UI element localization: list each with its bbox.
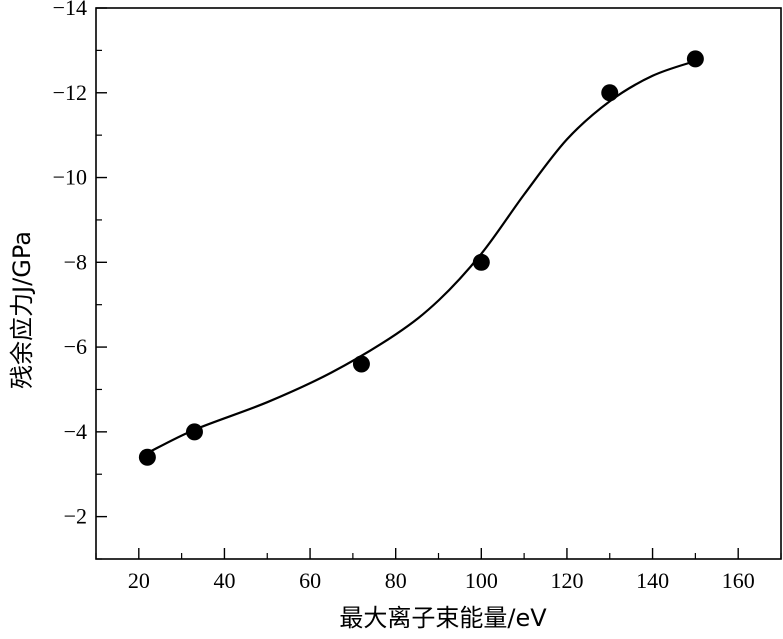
fit-curve: [146, 59, 696, 454]
data-point: [601, 84, 619, 102]
x-ticks: 20 40 60 80 100 120 140 160: [95, 548, 782, 593]
y-ticks: −2 −4 −6 −8 −10 −12 −14: [53, 0, 107, 560]
y-tick-label: −8: [64, 249, 87, 274]
plot-area: 20 40 60 80 100 120 140 160 −2 −4 −6 −8 −10 −12 −14: [53, 0, 782, 593]
plot-frame: [95, 7, 782, 560]
data-point: [472, 253, 490, 271]
y-tick-label: −2: [64, 504, 87, 529]
y-tick-label: −12: [53, 80, 87, 105]
x-tick-label: 100: [465, 568, 498, 593]
data-point: [185, 423, 203, 441]
y-tick-label: −10: [53, 165, 87, 190]
y-axis-title: 残余应力J/GPa: [8, 231, 36, 389]
x-axis-title: 最大离子束能量/eV: [339, 604, 547, 632]
x-tick-label: 160: [722, 568, 755, 593]
x-tick-label: 60: [299, 568, 321, 593]
data-point: [352, 355, 370, 373]
y-tick-label: −6: [64, 334, 87, 359]
x-tick-label: 140: [636, 568, 669, 593]
y-tick-label: −4: [64, 419, 87, 444]
y-tick-label: −14: [53, 0, 87, 20]
x-tick-label: 80: [385, 568, 407, 593]
x-tick-label: 120: [550, 568, 583, 593]
x-tick-label: 40: [213, 568, 235, 593]
data-point: [138, 448, 156, 466]
data-point: [686, 50, 704, 68]
x-tick-label: 20: [128, 568, 150, 593]
data-points: [138, 50, 704, 466]
